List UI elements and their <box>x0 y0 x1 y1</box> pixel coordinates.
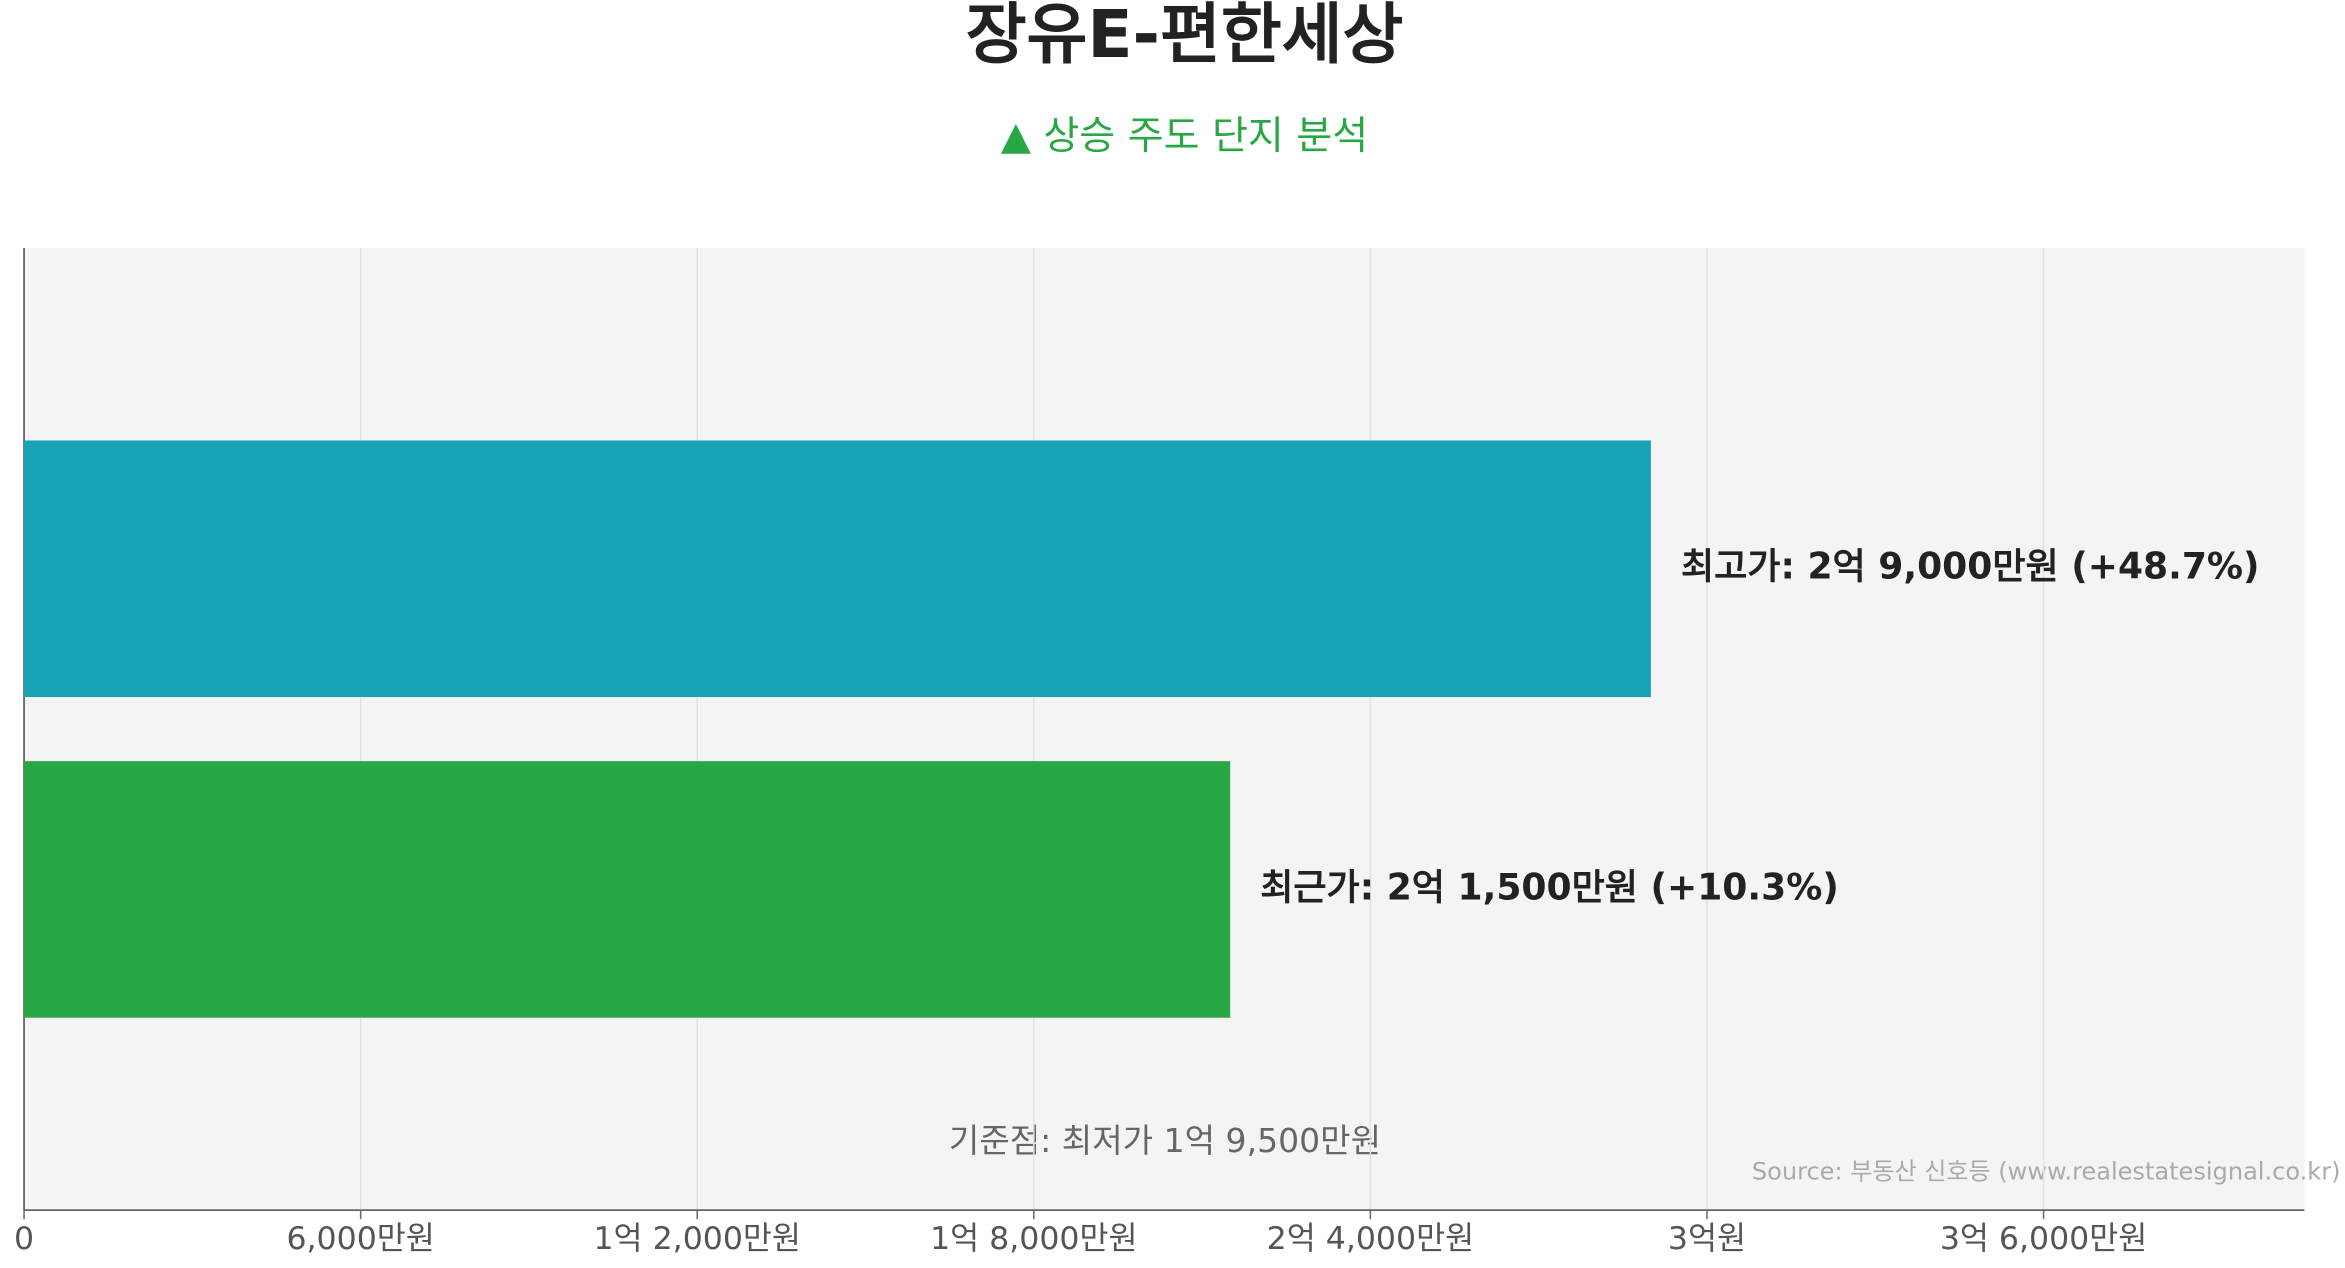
value-label: 최근가: 2억 1,500만원 (+10.3%) <box>1260 866 1839 908</box>
x-tick-label: 3억 6,000만원 <box>1940 1221 2147 1257</box>
source: Source: 부동산 신호등 (www.realestatesignal.co… <box>1752 1158 2341 1186</box>
plot-background <box>24 248 2305 1211</box>
x-tick-label: 1억 8,000만원 <box>930 1221 1137 1257</box>
x-tick-label: 6,000만원 <box>286 1221 434 1257</box>
value-label: 최고가: 2억 9,000만원 (+48.7%) <box>1681 546 2260 588</box>
x-tick-label: 2억 4,000만원 <box>1267 1221 1474 1257</box>
x-tick-label: 1억 2,000만원 <box>593 1221 800 1257</box>
chart-title: 장유E-편한세상 <box>966 0 1404 73</box>
x-tick-label: 0 <box>14 1221 34 1257</box>
x-tick-label: 3억원 <box>1668 1221 1746 1257</box>
bar <box>24 761 1231 1018</box>
chart-subtitle: ▲ 상승 주도 단지 분석 <box>1001 114 1368 159</box>
bar <box>24 440 1651 698</box>
annotation: 기준점: 최저가 1억 9,500만원 <box>949 1121 1381 1160</box>
